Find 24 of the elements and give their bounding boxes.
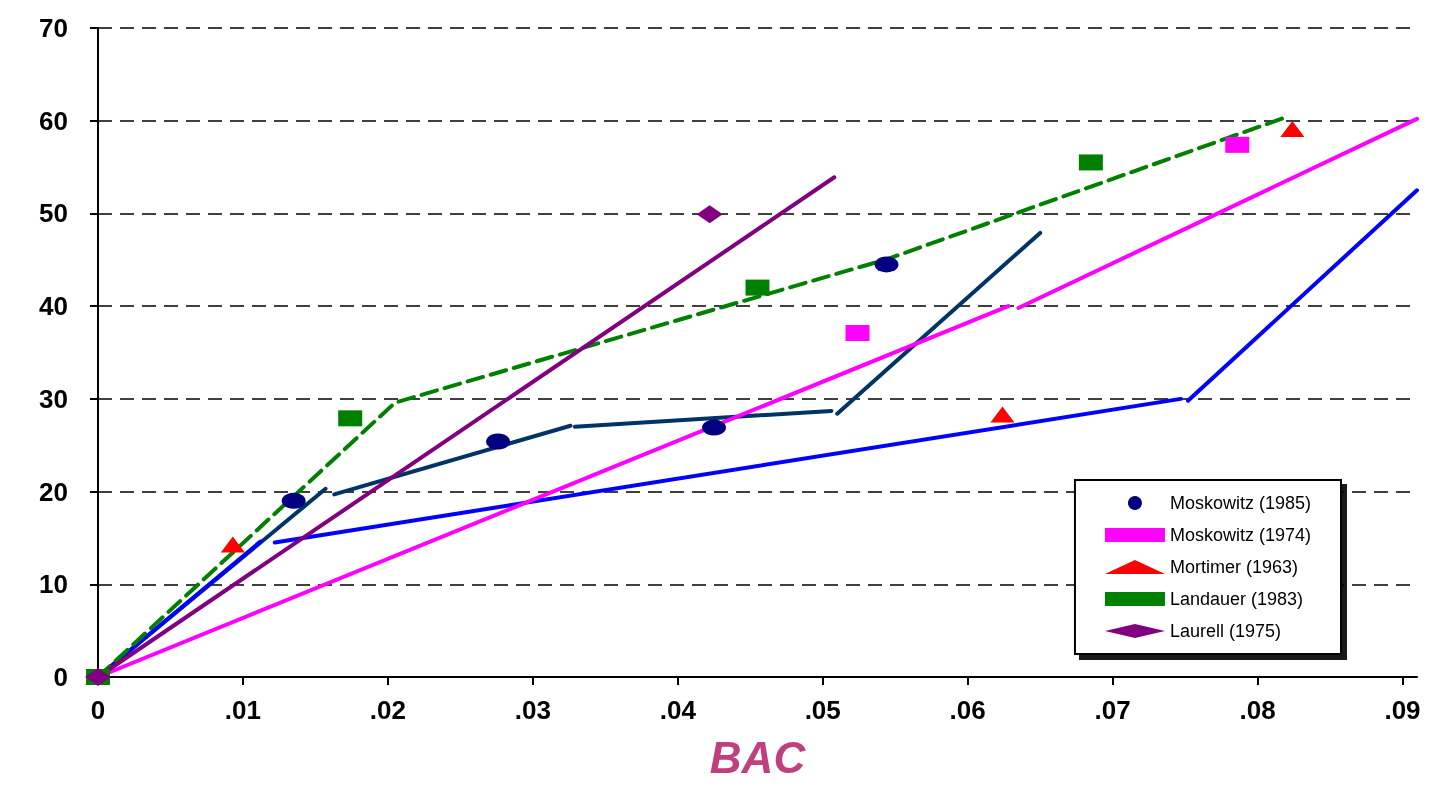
y-tick-label: 10 [39,569,68,600]
x-tick-label: .01 [224,695,262,725]
legend-label: Mortimer (1963) [1169,557,1298,577]
legend-label: Moskowitz (1985) [1169,493,1311,513]
y-tick-label: 40 [39,291,68,322]
y-tick-label: 30 [39,383,68,414]
legend-label: Landauer (1983) [1169,589,1304,609]
x-tick-label: .07 [1094,695,1131,725]
x-tick-label: .04 [659,695,697,725]
x-tick-label: .05 [804,695,841,725]
y-tick-label: 70 [39,13,68,43]
x-tick-label: .03 [514,695,551,725]
x-tick-label: .02 [369,695,406,725]
x-tick-label: 0 [90,695,106,725]
legend-label: Laurell (1975) [1169,621,1282,641]
x-tick-label: .08 [1239,695,1276,725]
x-axis-title: BAC [709,732,807,782]
y-tick-label: 60 [39,105,68,136]
legend-label: Moskowitz (1974) [1169,525,1311,545]
y-tick-label: 0 [53,662,68,692]
x-tick-label: .09 [1384,695,1421,725]
x-tick-label: .06 [949,695,986,725]
y-tick-label: 20 [39,476,68,507]
y-tick-label: 50 [39,198,68,229]
